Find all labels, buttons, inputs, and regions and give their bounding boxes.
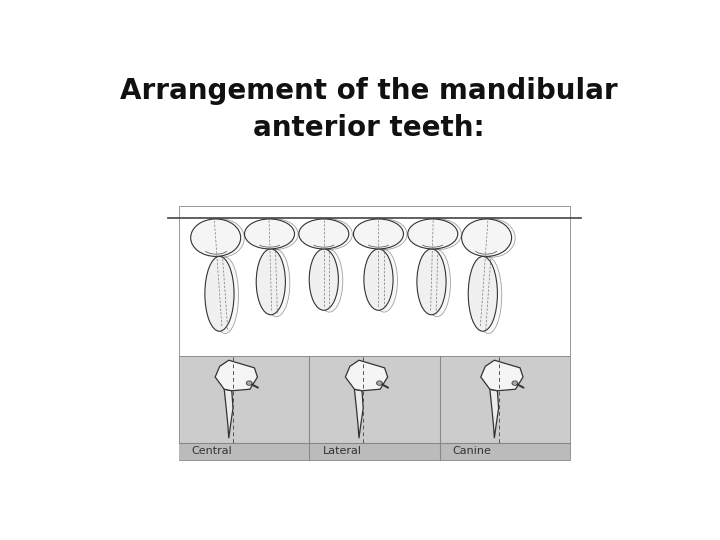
Circle shape — [512, 381, 518, 385]
Polygon shape — [490, 389, 498, 438]
Ellipse shape — [252, 219, 298, 249]
Ellipse shape — [263, 249, 290, 316]
Polygon shape — [354, 389, 363, 438]
Ellipse shape — [191, 219, 240, 256]
Ellipse shape — [309, 249, 338, 310]
Polygon shape — [346, 360, 387, 391]
Ellipse shape — [205, 256, 234, 331]
Circle shape — [248, 382, 251, 384]
Bar — [179, 356, 570, 460]
Ellipse shape — [198, 219, 244, 257]
Ellipse shape — [417, 249, 446, 315]
Ellipse shape — [354, 219, 403, 249]
Circle shape — [377, 381, 382, 385]
Polygon shape — [224, 389, 233, 438]
Text: Lateral: Lateral — [323, 447, 361, 456]
Text: Canine: Canine — [453, 447, 492, 456]
Ellipse shape — [307, 219, 352, 249]
Ellipse shape — [316, 249, 343, 312]
Ellipse shape — [408, 219, 458, 249]
Ellipse shape — [245, 219, 294, 249]
Ellipse shape — [212, 257, 238, 334]
Circle shape — [378, 382, 381, 384]
Circle shape — [513, 382, 516, 384]
Bar — [179, 206, 570, 356]
Ellipse shape — [462, 219, 512, 256]
Ellipse shape — [475, 257, 502, 334]
Polygon shape — [215, 360, 258, 391]
Ellipse shape — [371, 249, 397, 312]
Circle shape — [246, 381, 252, 385]
Text: Arrangement of the mandibular
anterior teeth:: Arrangement of the mandibular anterior t… — [120, 77, 618, 142]
Ellipse shape — [423, 249, 451, 316]
Ellipse shape — [299, 219, 348, 249]
Ellipse shape — [256, 249, 285, 315]
Ellipse shape — [468, 256, 498, 331]
Ellipse shape — [415, 219, 462, 249]
Bar — [179, 443, 570, 460]
Ellipse shape — [361, 219, 407, 249]
Text: Central: Central — [192, 447, 233, 456]
Polygon shape — [481, 360, 523, 391]
Ellipse shape — [364, 249, 393, 310]
Ellipse shape — [469, 219, 515, 257]
